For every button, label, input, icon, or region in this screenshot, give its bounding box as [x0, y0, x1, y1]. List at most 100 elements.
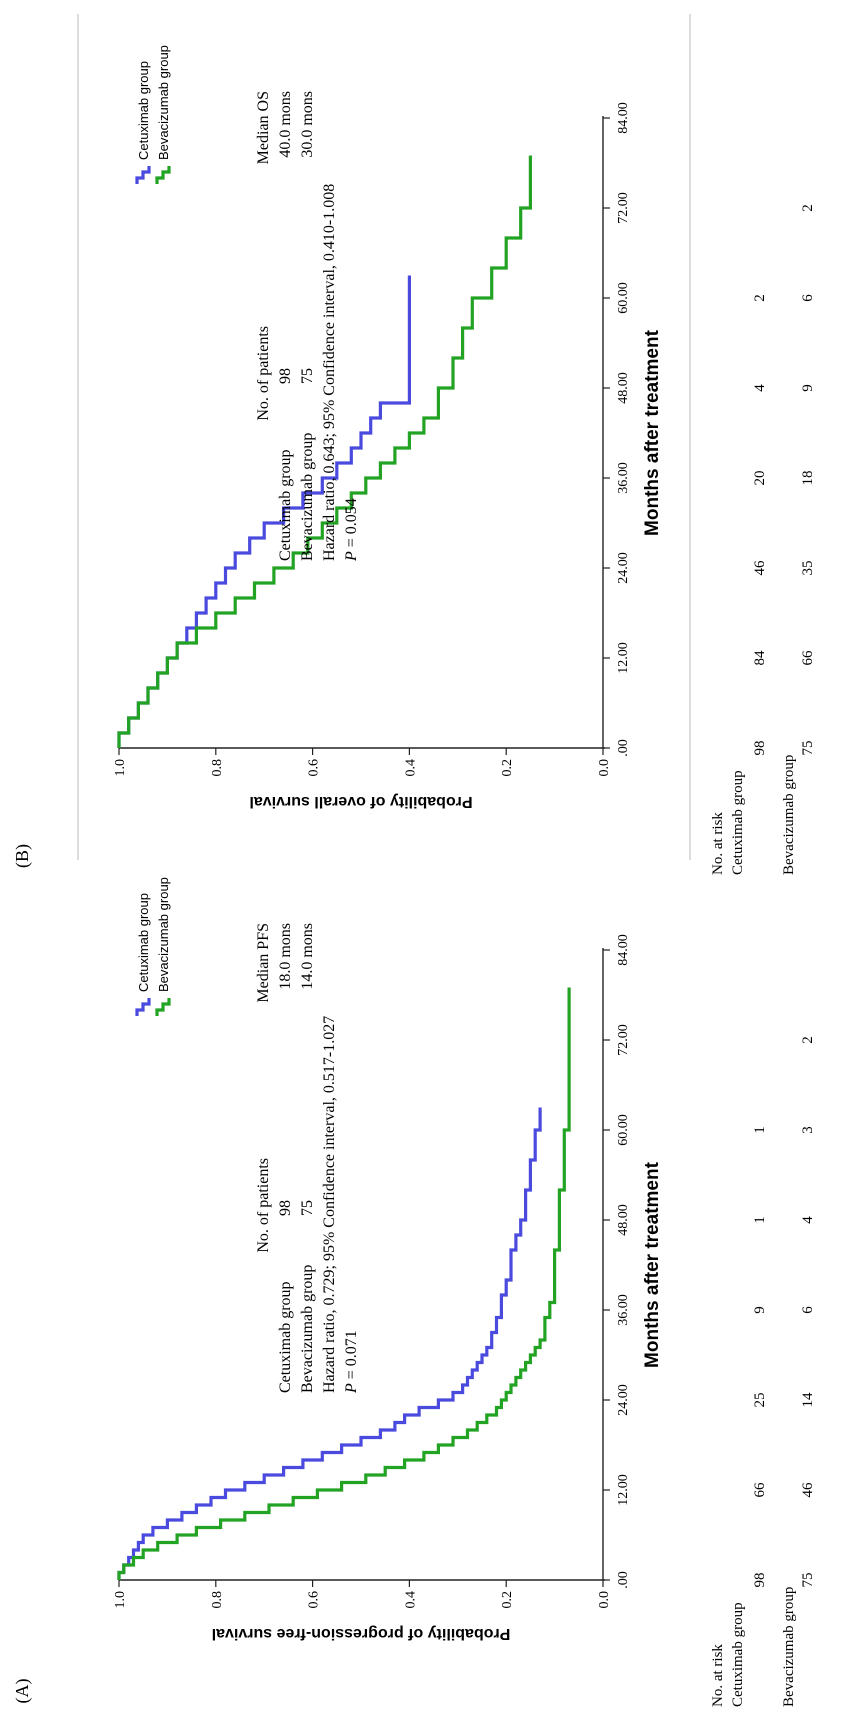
y-tick-label: 0.6	[307, 759, 322, 777]
risk-table-value: 66	[800, 650, 816, 666]
stats-group-name: Bevacizumab group	[299, 433, 316, 561]
legend-label: Cetuximab group	[136, 893, 151, 992]
x-tick-label: 60.00	[616, 1114, 631, 1146]
panel-a-label: (A)	[12, 1679, 33, 1704]
y-axis-label: Probability of overall survival	[249, 793, 472, 810]
risk-table-value: 75	[800, 741, 816, 756]
legend-step-icon	[155, 998, 171, 1016]
hazard-ratio-line: Hazard ratio, 0.643; 95% Confidence inte…	[321, 184, 338, 561]
km-curve-bevacizumab	[117, 155, 532, 748]
risk-table-value: 98	[752, 741, 768, 756]
risk-table-value: 2	[752, 294, 768, 302]
risk-table-value: 6	[800, 294, 816, 302]
panel-b: 0.0 0.2 0.4 0.6 0.8 1.0 .00 12.00 24.00 36.00 48.0…	[113, 45, 816, 875]
risk-table-value: 14	[800, 1392, 816, 1408]
x-tick-label: 12.00	[616, 1474, 631, 1506]
risk-table-value: 2	[800, 204, 816, 212]
risk-table-value: 35	[800, 561, 816, 576]
y-tick-label: 0.2	[500, 1591, 515, 1609]
risk-table-value: 4	[752, 384, 768, 392]
x-axis-label: Months after treatment	[642, 329, 663, 536]
risk-table-group: Bevacizumab group	[781, 755, 797, 875]
risk-table-value: 46	[752, 560, 768, 576]
stats-median: 30.0 mons	[299, 91, 316, 158]
legend-label: Bevacizumab group	[156, 45, 171, 160]
x-tick-label: 36.00	[616, 1294, 631, 1326]
stats-patients: 98	[277, 1200, 294, 1216]
x-tick-label: 24.00	[616, 1384, 631, 1416]
risk-table-value: 1	[752, 1216, 768, 1224]
x-tick-label: 12.00	[616, 642, 631, 674]
x-axis-label: Months after treatment	[642, 1161, 663, 1368]
risk-table-value: 2	[800, 1036, 816, 1044]
y-tick-label: 1.0	[113, 1591, 128, 1609]
stats-patients: 98	[277, 368, 294, 384]
risk-table-value: 6	[800, 1306, 816, 1314]
stats-median: 18.0 mons	[277, 923, 294, 990]
x-tick-label: 48.00	[616, 372, 631, 404]
panel-b-label: (B)	[12, 844, 33, 868]
p-value-line: P = 0.071	[343, 1330, 360, 1394]
risk-table-value: 20	[752, 471, 768, 486]
y-tick-label: 0.8	[210, 1591, 225, 1609]
legend-step-icon	[135, 998, 151, 1016]
stats-patients: 75	[299, 368, 316, 384]
risk-table-value: 25	[752, 1393, 768, 1408]
patients-header: No. of patients	[255, 1158, 272, 1253]
x-tick-label: 84.00	[616, 934, 631, 966]
risk-table-value: 1	[752, 1126, 768, 1134]
p-label: P	[343, 1383, 360, 1394]
risk-table-value: 46	[800, 1482, 816, 1498]
risk-table-value: 3	[800, 1126, 816, 1134]
p-value: = 0.071	[343, 1330, 360, 1383]
risk-table-group: Bevacizumab group	[781, 1587, 797, 1707]
panel-a: 0.0 0.2 0.4 0.6 0.8 1.0 .00 12.00 24.00 36.00 48.0…	[113, 877, 816, 1707]
risk-table-value: 9	[800, 384, 816, 392]
risk-table-value: 66	[752, 1482, 768, 1498]
km-curve-cetuximab	[117, 1107, 542, 1580]
legend-label: Cetuximab group	[136, 61, 151, 160]
risk-table-value: 18	[800, 471, 816, 486]
p-value: = 0.054	[343, 498, 360, 551]
risk-table-group: Cetuximab group	[730, 770, 746, 875]
stats-median: 14.0 mons	[299, 923, 316, 990]
stats-group-name: Bevacizumab group	[299, 1265, 316, 1393]
risk-table-header: No. at risk	[710, 1644, 726, 1707]
y-tick-label: 0.6	[307, 1591, 322, 1609]
legend-label: Bevacizumab group	[156, 877, 171, 992]
risk-table-value: 98	[752, 1573, 768, 1588]
stats-group-name: Cetuximab group	[277, 1281, 294, 1393]
x-tick-label: 84.00	[616, 102, 631, 134]
x-tick-label: 60.00	[616, 282, 631, 314]
stats-patients: 75	[299, 1200, 316, 1216]
p-value-line: P = 0.054	[343, 498, 360, 562]
y-tick-label: 0.2	[500, 759, 515, 777]
legend-step-icon	[135, 166, 151, 184]
x-tick-label: .00	[616, 1571, 631, 1589]
rotated-content: (A) (B) 0.00.20.40.60.81.0.0012.0024.003…	[12, 45, 816, 1707]
x-tick-label: .00	[616, 739, 631, 757]
risk-table-group: Cetuximab group	[730, 1602, 746, 1707]
p-label: P	[343, 551, 360, 562]
median-header: Median OS	[255, 91, 272, 164]
x-tick-label: 72.00	[616, 1024, 631, 1056]
risk-table-value: 4	[800, 1216, 816, 1224]
stats-median: 40.0 mons	[277, 91, 294, 158]
risk-table-header: No. at risk	[710, 812, 726, 875]
x-tick-label: 72.00	[616, 192, 631, 224]
y-tick-label: 0.0	[597, 1591, 612, 1609]
x-tick-label: 36.00	[616, 462, 631, 494]
x-tick-label: 48.00	[616, 1204, 631, 1236]
y-tick-label: 0.4	[403, 1591, 418, 1609]
km-curve-bevacizumab	[117, 987, 571, 1580]
y-tick-label: 0.4	[403, 759, 418, 777]
median-header: Median PFS	[255, 923, 272, 1003]
legend-step-icon	[155, 166, 171, 184]
y-tick-label: 0.8	[210, 759, 225, 777]
y-axis-label: Probability of progression-free survival	[212, 1625, 511, 1642]
patients-header: No. of patients	[255, 326, 272, 421]
y-tick-label: 1.0	[113, 759, 128, 777]
x-tick-label: 24.00	[616, 552, 631, 584]
